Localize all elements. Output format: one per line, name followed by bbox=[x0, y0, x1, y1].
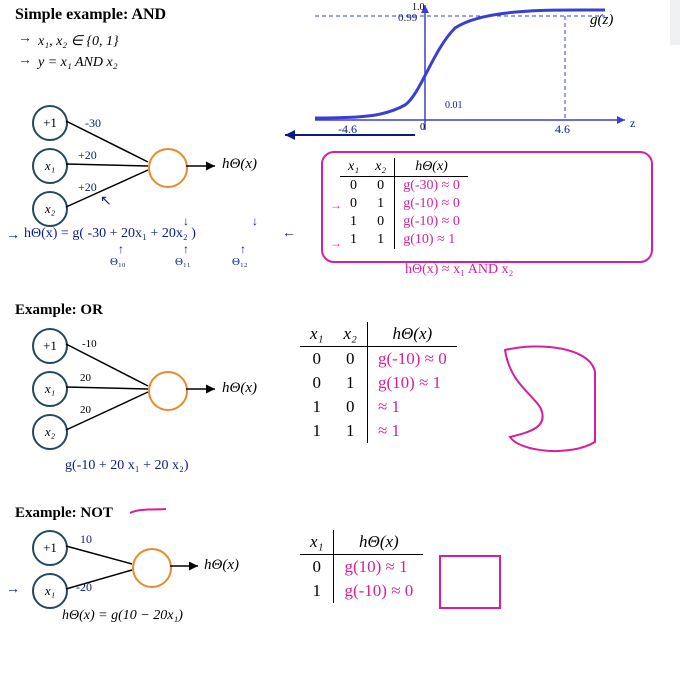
sigmoid-001: 0.01 bbox=[445, 100, 463, 111]
or-table: x₁ x₂ hΘ(x) 00g(-10) ≈ 0 01g(10) ≈ 1 10≈… bbox=[300, 322, 457, 443]
page-margin bbox=[670, 0, 680, 45]
sigmoid-xpos: 4.6 bbox=[555, 122, 570, 137]
not-table: x₁ hΘ(x) 0g(10) ≈ 1 1g(-10) ≈ 0 bbox=[300, 530, 423, 603]
not-w-bias: 10 bbox=[80, 532, 92, 547]
not-pink-box bbox=[438, 554, 508, 614]
sigmoid-xneg: -4.6 bbox=[338, 122, 357, 137]
sigmoid-origin: 0 bbox=[420, 122, 425, 133]
or-pink-scribble bbox=[500, 342, 620, 462]
not-w1: -20 bbox=[76, 580, 92, 595]
arrow-icon: → bbox=[330, 236, 342, 251]
not-out-label: hΘ(x) bbox=[204, 557, 239, 574]
sigmoid-z: z bbox=[630, 116, 635, 131]
and-summary: hΘ(x) ≈ x₁ AND x₂ bbox=[405, 262, 513, 278]
arrow-icon: → bbox=[330, 198, 342, 213]
sigmoid-099: 0.99 bbox=[398, 12, 417, 24]
sigmoid-gz: g(z) bbox=[590, 12, 613, 29]
not-edges bbox=[0, 0, 300, 680]
arrow-icon: → bbox=[6, 582, 20, 598]
not-eq: hΘ(x) = g(10 − 20x₁) bbox=[62, 608, 183, 624]
and-table: x₁ x₂ hΘ(x) 00g(-30) ≈ 0 01g(-10) ≈ 0 10… bbox=[340, 158, 468, 249]
